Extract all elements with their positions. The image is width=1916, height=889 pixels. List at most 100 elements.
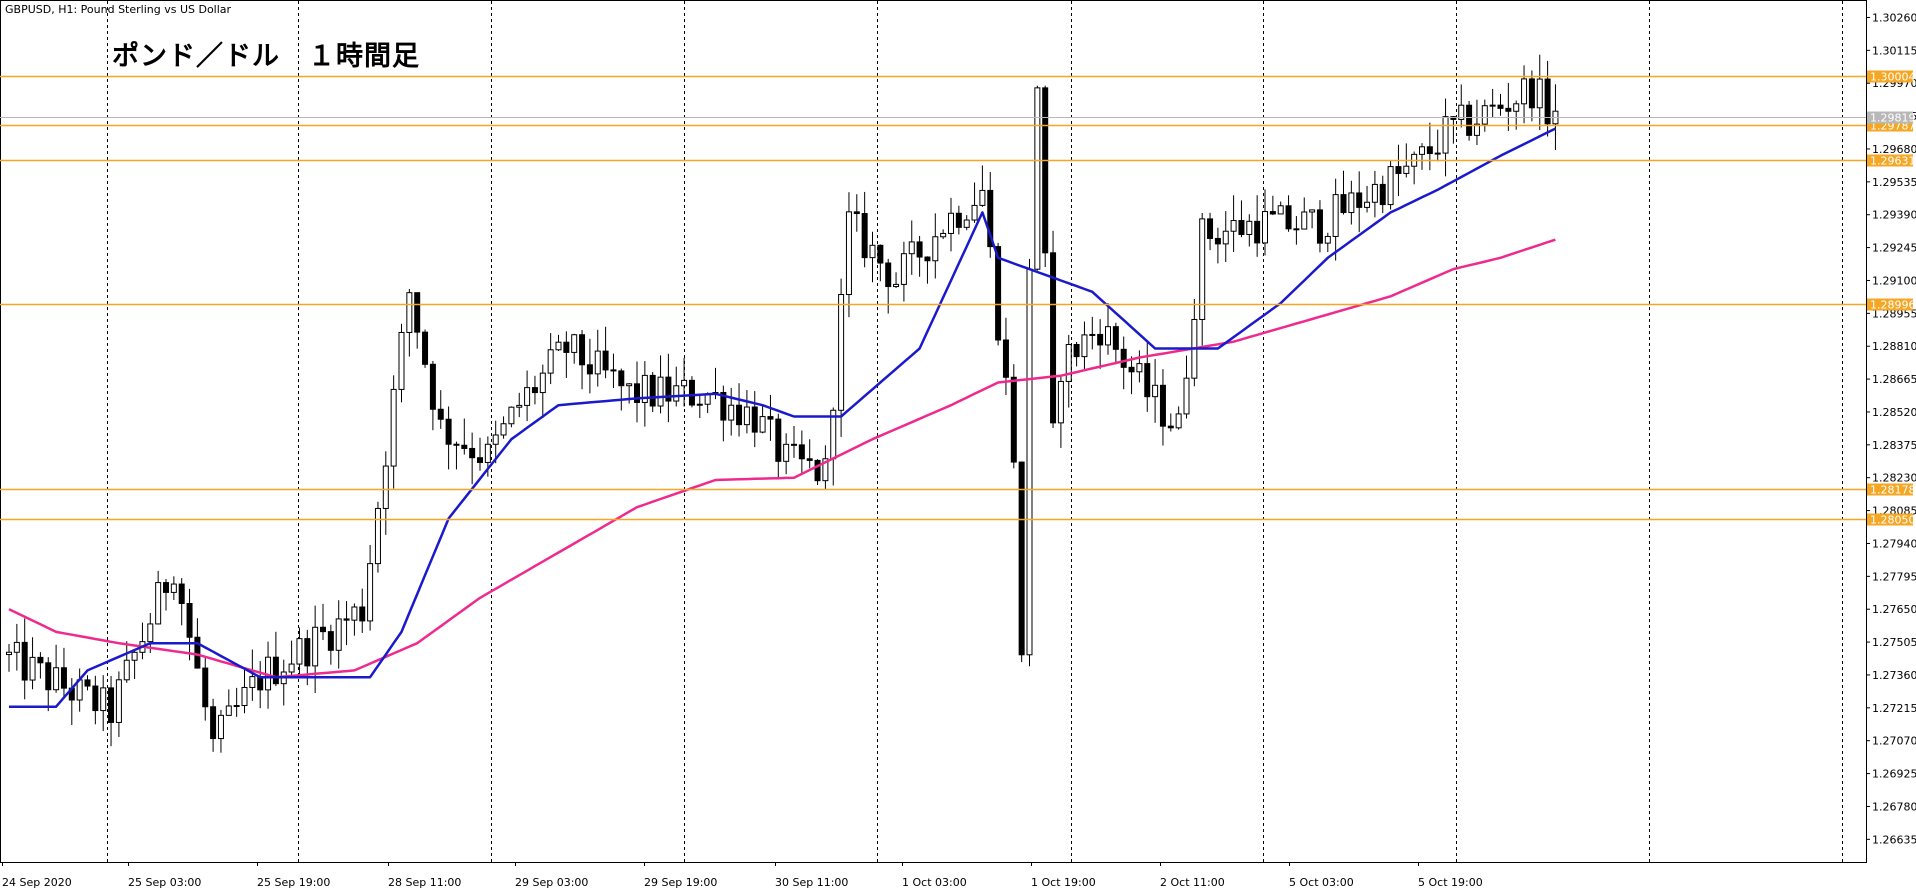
x-tick-label: 29 Sep 03:00 (515, 876, 588, 889)
x-tick-label: 24 Sep 2020 (2, 876, 72, 889)
bear-candle (461, 444, 468, 449)
bear-candle (877, 244, 884, 264)
bull-candle (1442, 116, 1449, 154)
bear-candle (210, 706, 217, 740)
bull-candle (908, 241, 915, 255)
bull-candle (516, 404, 523, 408)
bear-candle (531, 387, 538, 394)
bull-candle (115, 679, 122, 723)
bear-candle (1426, 146, 1433, 155)
bull-candle (963, 219, 970, 228)
bull-candle (1246, 220, 1253, 235)
bear-candle (1159, 384, 1166, 427)
bear-candle (92, 685, 99, 712)
level-price-badge (1867, 513, 1913, 526)
bull-candle (783, 443, 790, 462)
bear-candle (359, 606, 366, 622)
level-price-label: 1.28996 (1870, 299, 1916, 312)
bear-candle (1356, 192, 1363, 208)
bear-candle (1528, 78, 1535, 109)
bear-candle (563, 341, 570, 353)
bear-candle (1450, 116, 1457, 120)
bear-candle (202, 667, 209, 708)
bull-candle (390, 388, 397, 467)
bull-candle (555, 341, 562, 351)
y-tick-label: 1.30115 (1872, 44, 1916, 57)
bull-candle (971, 204, 978, 221)
bull-candle (728, 404, 735, 421)
bear-candle (885, 262, 892, 288)
bear-candle (186, 602, 193, 638)
y-tick-label: 1.28665 (1872, 373, 1916, 386)
bear-candle (1316, 209, 1323, 244)
last-price-label: 1.29819 (1870, 112, 1916, 125)
plot-frame (0, 0, 1867, 863)
bull-candle (1277, 205, 1284, 215)
bull-candle (367, 563, 374, 622)
bull-candle (1364, 201, 1371, 208)
bull-candle (508, 406, 515, 425)
y-tick-label: 1.27650 (1872, 603, 1916, 616)
y-tick-label: 1.28955 (1872, 307, 1916, 320)
x-tick-label: 28 Sep 11:00 (388, 876, 461, 889)
bull-candle (13, 641, 20, 653)
level-price-label: 1.30004 (1870, 71, 1916, 84)
bull-candle (657, 376, 664, 407)
bear-candle (1466, 104, 1473, 136)
bull-candle (492, 434, 499, 445)
x-tick-label: 25 Sep 19:00 (257, 876, 330, 889)
bull-candle (838, 294, 845, 411)
bear-candle (775, 418, 782, 462)
bear-candle (1010, 376, 1017, 463)
bear-candle (37, 656, 44, 664)
bear-candle (1144, 363, 1151, 398)
bull-candle (547, 349, 554, 374)
y-tick-label: 1.29535 (1872, 176, 1916, 189)
bear-candle (469, 447, 476, 459)
bear-candle (806, 458, 813, 461)
bull-candle (1199, 218, 1206, 320)
bear-candle (610, 369, 617, 372)
bull-candle (759, 416, 766, 433)
x-tick-label: 5 Oct 19:00 (1418, 876, 1483, 889)
level-price-badge (1867, 298, 1913, 311)
bear-candle (665, 376, 672, 402)
level-price-label: 1.28050 (1870, 514, 1916, 527)
bull-candle (335, 618, 342, 651)
bull-candle (1183, 377, 1190, 415)
bull-candle (932, 236, 939, 262)
bull-candle (681, 379, 688, 387)
level-price-badge (1867, 70, 1913, 83)
bear-candle (108, 687, 115, 723)
y-tick-label: 1.27940 (1872, 537, 1916, 550)
y-tick-label: 1.27360 (1872, 669, 1916, 682)
y-tick-label: 1.29390 (1872, 209, 1916, 222)
bull-candle (131, 651, 138, 661)
bear-candle (453, 443, 460, 446)
bull-candle (948, 212, 954, 234)
bull-candle (382, 465, 389, 509)
bull-candle (1371, 183, 1378, 203)
bear-candle (84, 679, 91, 687)
bull-candle (147, 623, 154, 643)
bull-candle (696, 403, 703, 406)
bear-candle (1050, 252, 1057, 424)
bull-candle (1473, 123, 1480, 136)
bear-candle (649, 374, 656, 407)
bull-candle (155, 582, 162, 625)
bull-candle (1057, 380, 1064, 424)
bull-candle (594, 350, 601, 375)
bear-candle (1214, 237, 1221, 245)
bear-candle (1505, 107, 1512, 112)
y-tick-label: 1.27505 (1872, 636, 1916, 649)
bull-candle (743, 406, 750, 426)
bear-candle (579, 334, 586, 366)
bull-candle (979, 189, 986, 206)
bull-candle (524, 387, 531, 406)
bear-candle (1379, 183, 1386, 206)
bull-candle (312, 626, 319, 667)
x-tick-label: 30 Sep 11:00 (775, 876, 848, 889)
bull-candle (29, 656, 36, 681)
